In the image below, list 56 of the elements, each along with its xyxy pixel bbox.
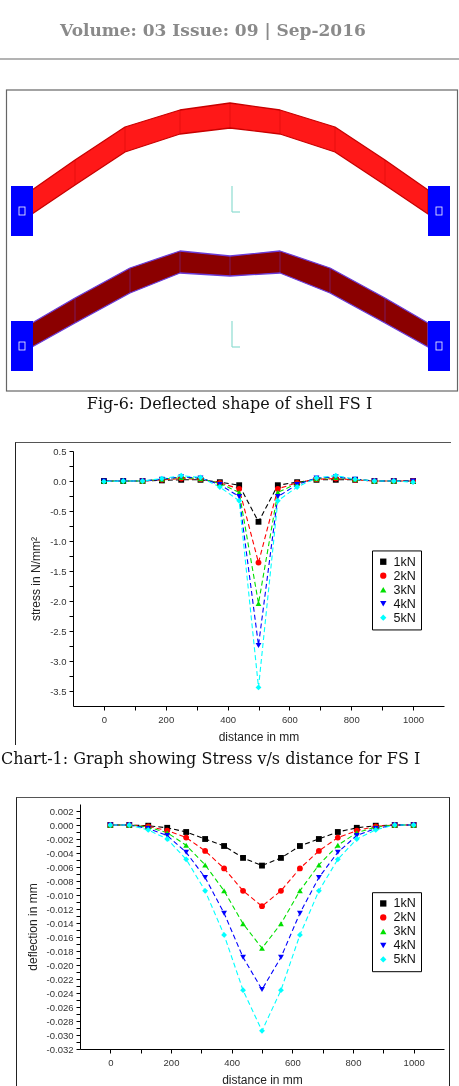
x-tick-label: 0 [108,1056,114,1068]
x-tick-label: 200 [158,713,175,725]
y-tick-label: -0.026 [46,1001,74,1013]
y-tick-label: -0.030 [46,1029,74,1041]
text: Fig-6: Deflected shape of shell FS I [85,394,374,413]
x-tick-label: 800 [345,1056,362,1068]
legend-label: 2kN [393,568,416,583]
legend-label: 2kN [393,910,416,925]
x-tick-label: 400 [220,713,237,725]
legend-label: 1kN [393,554,416,569]
x-tick-label: 0 [101,713,108,725]
x-tick-label: 200 [163,1056,180,1068]
y-tick-label: -0.008 [46,875,74,887]
y-tick-label: -0.010 [46,889,74,901]
y-axis-title: deflection in mm [25,883,40,971]
x-tick-label: 400 [224,1056,241,1068]
x-tick-label: 1000 [403,713,425,725]
legend-label: 3kN [393,924,416,939]
y-tick-label: -0.5 [50,505,67,517]
legend-label: 5kN [393,610,416,625]
x-tick-label: 600 [281,713,298,725]
x-tick-label: 1000 [403,1056,425,1068]
text: Chart-1: Graph showing Stress v/s distance for FS I [1,749,421,768]
y-tick-label: -0.032 [46,1043,74,1055]
legend-label: 4kN [393,596,416,611]
x-tick-label: 600 [284,1056,301,1068]
y-tick-label: -1.0 [50,535,67,547]
y-tick-label: -0.006 [46,861,74,873]
y-tick-label: -0.014 [46,917,74,929]
y-tick-label: 0.0 [53,475,67,487]
y-tick-label: -0.022 [46,973,74,985]
legend-label: 3kN [393,582,416,597]
y-tick-label: -0.020 [46,959,74,971]
y-tick-label: -0.016 [46,931,74,943]
y-tick-label: -0.028 [46,1015,74,1027]
text: Volume: 03 Issue: 09 | Sep-2016 [60,20,366,40]
y-tick-label: -0.012 [46,903,74,915]
y-tick-label: -0.002 [46,833,74,845]
x-axis-title: distance in mm [218,730,300,744]
y-tick-label: -2.0 [50,595,67,607]
y-tick-label: -2.5 [50,625,67,637]
legend-label: 5kN [393,952,416,967]
y-tick-label: 0.002 [49,805,74,817]
x-tick-label: 800 [343,713,360,725]
x-axis-title: distance in mm [222,1073,303,1086]
y-tick-label: -1.5 [50,565,67,577]
legend-label: 4kN [393,938,416,953]
y-tick-label: -3.5 [50,685,67,697]
y-tick-label: 0.5 [53,445,67,457]
y-axis-title: stress in N/mm² [29,537,44,621]
legend-label: 1kN [393,896,416,911]
y-tick-label: -0.004 [46,847,74,859]
y-tick-label: 0.000 [49,819,74,831]
y-tick-label: -0.018 [46,945,74,957]
y-tick-label: -0.024 [46,987,74,999]
y-tick-label: -3.0 [50,655,67,667]
